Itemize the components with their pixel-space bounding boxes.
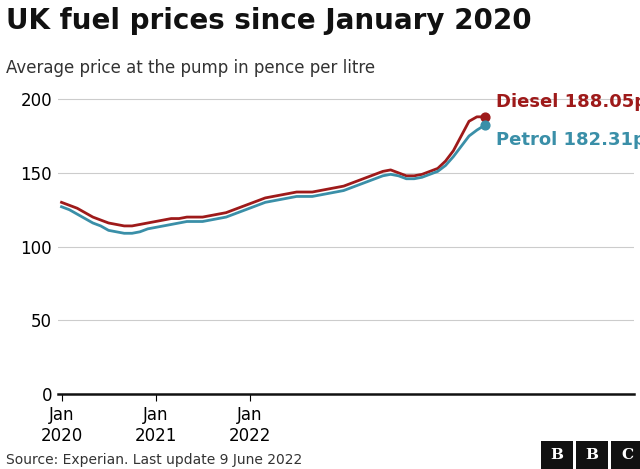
Text: Petrol 182.31p: Petrol 182.31p	[497, 131, 640, 149]
Text: B: B	[586, 448, 598, 462]
Text: Diesel 188.05p: Diesel 188.05p	[497, 93, 640, 111]
Text: UK fuel prices since January 2020: UK fuel prices since January 2020	[6, 7, 532, 35]
Text: Average price at the pump in pence per litre: Average price at the pump in pence per l…	[6, 59, 376, 76]
Text: C: C	[621, 448, 633, 462]
Point	[479, 113, 490, 121]
Text: Source: Experian. Last update 9 June 2022: Source: Experian. Last update 9 June 202…	[6, 453, 303, 467]
Point	[479, 121, 490, 129]
Text: B: B	[550, 448, 563, 462]
